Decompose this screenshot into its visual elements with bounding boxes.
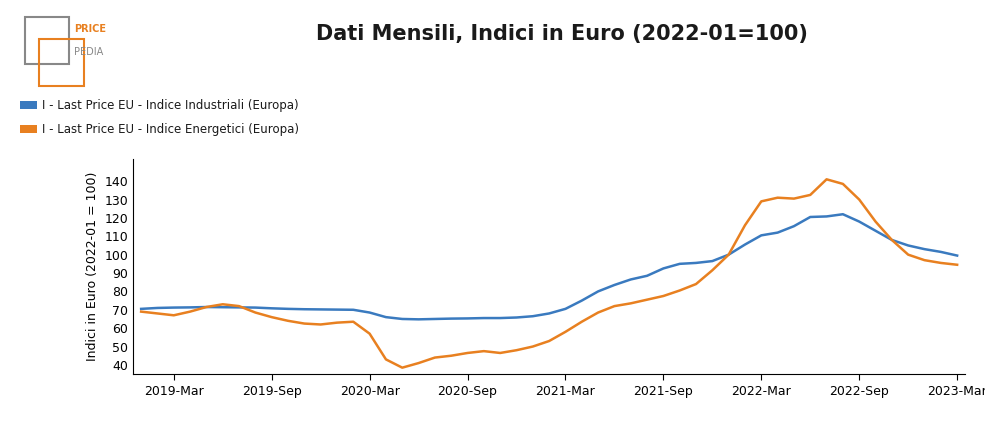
Text: I - Last Price EU - Indice Industriali (Europa): I - Last Price EU - Indice Industriali (… <box>42 99 299 112</box>
Text: PEDIA: PEDIA <box>74 47 103 57</box>
Text: I - Last Price EU - Indice Energetici (Europa): I - Last Price EU - Indice Energetici (E… <box>42 123 299 135</box>
Text: Dati Mensili, Indici in Euro (2022-01=100): Dati Mensili, Indici in Euro (2022-01=10… <box>315 24 808 44</box>
Y-axis label: Indici in Euro (2022-01 = 100): Indici in Euro (2022-01 = 100) <box>86 172 98 361</box>
Text: PRICE: PRICE <box>74 24 105 34</box>
